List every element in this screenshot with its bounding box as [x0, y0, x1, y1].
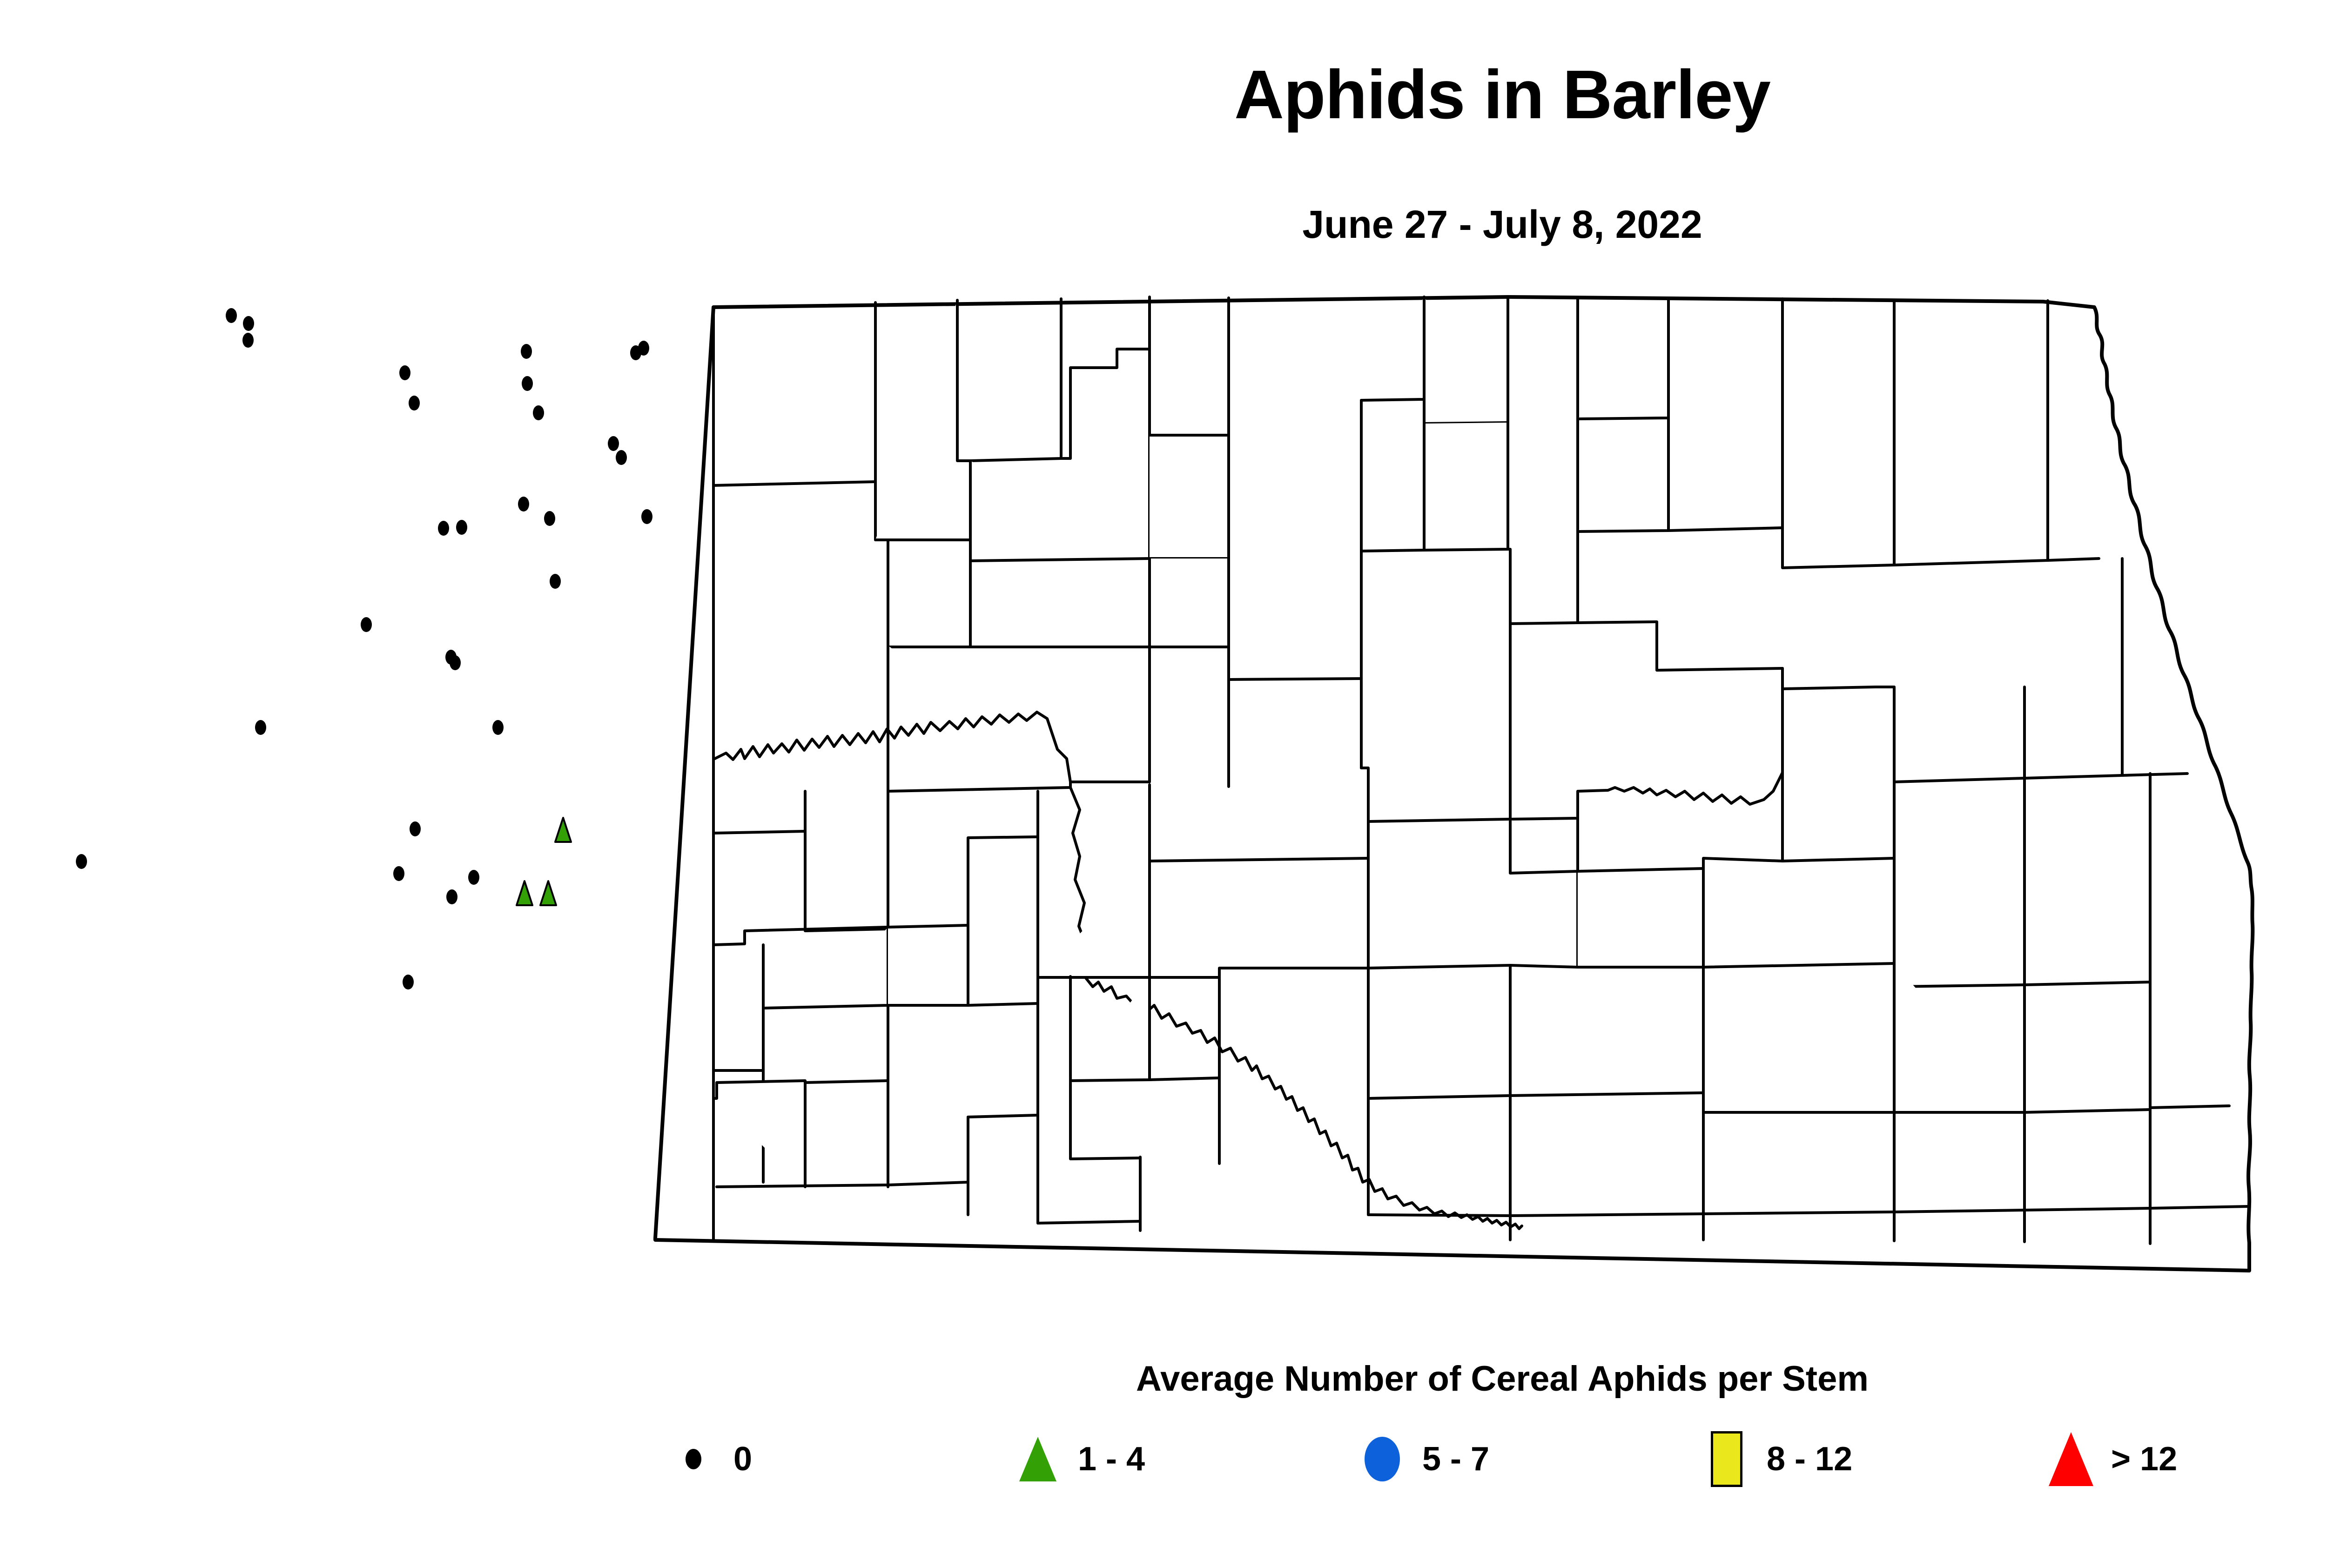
map-svg — [76, 295, 2255, 1272]
map-point — [521, 344, 532, 359]
county-divide — [1509, 818, 1579, 875]
black-dot-icon — [666, 1449, 721, 1469]
legend: 0 1 - 4 5 - 7 8 - 12 > 12 — [666, 1424, 2327, 1494]
county-divide — [804, 928, 889, 932]
page-subtitle: June 27 - July 8, 2022 — [1302, 202, 1702, 246]
county-divide — [1509, 964, 1579, 969]
map-point — [403, 975, 414, 989]
map-point — [550, 574, 561, 589]
county-divide — [1360, 549, 1426, 552]
legend-label-4: > 12 — [2111, 1440, 2178, 1478]
map-point — [450, 655, 461, 670]
county-divide — [1423, 421, 1509, 552]
map-point — [446, 889, 457, 904]
county-divide — [712, 926, 889, 946]
map-point — [438, 521, 449, 536]
legend-label-3: 8 - 12 — [1767, 1440, 1853, 1478]
page-title: Aphids in Barley — [1234, 56, 1771, 133]
map-point — [544, 511, 555, 526]
county-divide — [1509, 1091, 1705, 1097]
county-divide — [1069, 1079, 1142, 1160]
county-divide — [1576, 867, 1705, 969]
map-point — [533, 405, 544, 420]
county-divide — [2023, 981, 2152, 986]
county-divide — [1148, 434, 1230, 560]
county-divide — [1576, 620, 1784, 672]
county-divide — [715, 1184, 889, 1188]
county-divide — [967, 1002, 1039, 1007]
map-point — [492, 720, 504, 735]
map-counties-layer — [76, 295, 2255, 1272]
county-divide — [1702, 857, 1784, 870]
green-triangle-icon — [1010, 1437, 1066, 1481]
missouri-river — [1069, 786, 1523, 1230]
data-points-layer — [76, 308, 652, 989]
lake-sakakawea-outline — [713, 711, 1072, 783]
county-divide — [967, 835, 1039, 927]
map-point — [554, 817, 572, 843]
map-point — [608, 436, 619, 451]
map-point — [518, 497, 529, 511]
map-point — [616, 450, 627, 465]
map-point — [399, 365, 410, 380]
map-point — [76, 854, 87, 869]
county-divide — [1036, 1220, 1142, 1225]
county-divide — [1509, 771, 1784, 821]
county-divide — [1506, 548, 1579, 625]
county-divide — [1367, 1212, 1705, 1217]
map-point — [393, 866, 404, 881]
county-divide — [1667, 526, 1784, 532]
county-divide — [1360, 767, 1512, 823]
map-point — [539, 880, 557, 906]
county-divide — [1148, 1077, 1221, 1081]
county-divide — [804, 1079, 889, 1084]
legend-label-0: 0 — [733, 1440, 753, 1478]
blue-circle-icon — [1354, 1437, 1410, 1481]
map-point — [522, 376, 533, 391]
map-point — [410, 821, 421, 836]
legend-item-1[interactable]: 1 - 4 — [1010, 1437, 1354, 1481]
legend-title: Average Number of Cereal Aphids per Stem — [1136, 1359, 1869, 1399]
county-divide — [887, 924, 969, 1007]
red-triangle-icon — [2043, 1432, 2099, 1486]
map-point — [516, 880, 533, 906]
county-divide — [1060, 348, 1151, 460]
county-divide — [1781, 857, 1896, 862]
map-point — [226, 308, 237, 323]
map-point — [456, 520, 467, 535]
county-divide — [712, 1079, 807, 1188]
county-divide — [1702, 962, 1896, 969]
yellow-square-icon — [1699, 1431, 1755, 1487]
map-point — [468, 870, 479, 885]
county-divide — [712, 480, 877, 487]
legend-label-1: 1 - 4 — [1078, 1440, 1145, 1478]
county-divide — [1893, 983, 2026, 988]
county-divide — [1781, 526, 1896, 569]
county-divide — [1148, 557, 1230, 648]
map-point — [638, 341, 649, 356]
legend-label-2: 5 - 7 — [1422, 1440, 1490, 1478]
map-point — [243, 316, 254, 331]
north-dakota-map — [0, 279, 2327, 1326]
legend-item-4[interactable]: > 12 — [2043, 1432, 2327, 1486]
county-divide — [1148, 967, 1370, 979]
county-divide — [1069, 646, 1151, 783]
map-point — [255, 720, 266, 735]
county-divide — [969, 457, 1063, 462]
legend-item-0[interactable]: 0 — [666, 1442, 1010, 1476]
map-point — [361, 617, 372, 632]
map-point — [242, 333, 254, 348]
county-divide — [1367, 964, 1512, 969]
map-point — [409, 396, 420, 411]
county-divide — [2149, 981, 2231, 1109]
map-point — [641, 509, 652, 524]
legend-item-3[interactable]: 8 - 12 — [1699, 1431, 2043, 1487]
legend-item-2[interactable]: 5 - 7 — [1354, 1437, 1699, 1481]
